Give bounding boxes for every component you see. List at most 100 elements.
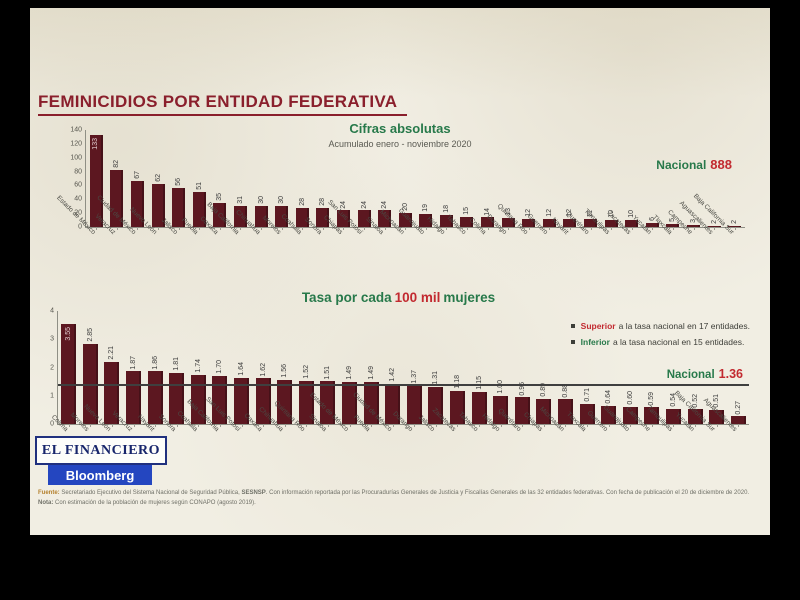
bar-column: 10 Zacatecas [606, 130, 642, 236]
bar: 133 [89, 134, 103, 227]
y-axis-tick: 0 [78, 223, 82, 231]
y-axis-tick: 3 [50, 335, 54, 343]
bar [471, 391, 487, 424]
bar-value-label: 82 [113, 160, 121, 169]
y-axis-tick: 20 [74, 209, 82, 217]
bar-value-label: 1.87 [130, 355, 138, 370]
bar [233, 205, 247, 227]
bar [110, 170, 124, 227]
national-rate-annotation: Nacional 1.36 [667, 365, 743, 383]
legend-highlight: Superior [580, 321, 616, 331]
y-axis-tick: 4 [50, 307, 54, 315]
national-total-annotation: Nacional 888 [656, 156, 732, 174]
bar-value-label: 1.81 [173, 357, 181, 371]
bar [342, 381, 358, 424]
bar-value-label: 35 [216, 192, 224, 201]
absolute-chart-title: Cifras absolutas [349, 121, 451, 136]
bar [385, 383, 401, 424]
bar-column: 0.51 Baja California Sur [673, 311, 728, 433]
bar-column: 2 Baja California Sur [691, 130, 745, 236]
bar-column: 6 Yucatán [631, 130, 663, 236]
bar-column: 10 Tamaulipas [583, 130, 622, 236]
bar [730, 416, 746, 424]
bar [212, 375, 228, 424]
source-note: Fuente: Secretariado Ejecutivo del Siste… [38, 489, 750, 508]
bar-value-label: 12 [545, 208, 553, 217]
bar-column: 1.37 Durango [392, 311, 426, 433]
bar-column: 1.18 Zacatecas [431, 311, 469, 433]
y-axis-tick: 80 [74, 168, 82, 176]
bloomberg-logo: Bloomberg [48, 465, 152, 485]
slide: FEMINICIDIOS POR ENTIDAD FEDERATIVA Cifr… [30, 8, 770, 535]
bar-column: 0.88 Michoacán [538, 311, 577, 433]
bar-column: 2.21 Nuevo León [82, 311, 123, 433]
bar [449, 390, 465, 424]
national-rate-line [58, 383, 749, 386]
bar-value-label: 28 [298, 197, 306, 206]
bar-column: 67 Ciudad de México [96, 130, 148, 236]
bar-value-label: 15 [463, 206, 471, 215]
bar-column: 24 Chiapas [322, 130, 354, 236]
bar-value-label: 24 [360, 200, 368, 209]
bar [255, 378, 271, 424]
bar-value-label: 1.86 [151, 355, 159, 370]
bar-value-label: 56 [175, 178, 183, 187]
bar-column: 28 Sonora [303, 130, 334, 236]
bar-value-label: 1.70 [216, 360, 224, 374]
rate-chart-title: Tasa por cada 100 mil mujeres [30, 290, 770, 305]
y-axis-tick: 0 [50, 420, 54, 428]
plot-area: 133 Estado de México 82 Veracruz 67 Ciudad de… [55, 127, 745, 236]
rate-chart-title-part: Tasa por cada [301, 290, 392, 305]
rate-bar-chart: 3.55 Colima 2.85 Morelos 2.21 Nuevo León 1.87 V… [50, 308, 749, 433]
y-axis-tick: 140 [70, 126, 82, 134]
absolute-chart-subtitle: Acumulado enero - noviembre 2020 [328, 139, 472, 149]
bar [622, 407, 638, 424]
bar-column: 0.59 Campeche [625, 311, 663, 433]
el-financiero-logo: EL FINANCIERO [35, 436, 167, 465]
national-total-label: Nacional [656, 158, 707, 172]
bar [687, 224, 701, 227]
bar-column: 1.00 Hidalgo [480, 311, 512, 433]
bar [151, 184, 165, 227]
bar-column: 3.55 Colima [50, 311, 80, 433]
national-rate-value: 1.36 [718, 366, 743, 381]
bar-column: 0.27 Aguascalientes [702, 311, 749, 433]
y-axis-tick: 40 [74, 195, 82, 203]
rate-chart-title-part: mujeres [443, 290, 496, 305]
bar-value-label: 62 [154, 174, 162, 183]
bar-column: 1.31 Jalisco [417, 311, 447, 433]
bar [295, 207, 309, 227]
bar-column: 51 Puebla [180, 130, 210, 236]
bar-column: 1.64 San Luis Potosí [204, 311, 253, 433]
bar-column: 15 Tabasco [445, 130, 478, 236]
bar-column: 133 Estado de México [55, 130, 107, 236]
bar-value-label: 28 [319, 197, 327, 206]
y-axis-tick: 100 [70, 154, 82, 162]
source-note-part: SESNSP [241, 490, 266, 496]
bar [254, 206, 268, 227]
bar [439, 214, 453, 227]
absolute-figures-bar-chart: 133 Estado de México 82 Veracruz 67 Ciudad de… [55, 127, 745, 236]
bar-column: 31 Baja California [206, 130, 251, 236]
bar-column: 18 Hidalgo [426, 130, 457, 236]
bar [428, 387, 444, 424]
bar-column: 5 Tlaxcala [651, 130, 684, 236]
bar-value-label: 1.51 [324, 365, 332, 380]
bar [460, 216, 474, 227]
plot-area: 3.55 Colima 2.85 Morelos 2.21 Nuevo León 1.87 V… [50, 308, 749, 433]
source-note-part: Nota: [38, 499, 55, 506]
bar [406, 385, 422, 424]
bar-column: 12 Nayarit [550, 130, 581, 236]
bar [104, 361, 120, 424]
bar [644, 407, 660, 424]
bar-column: 0.60 Guanajuato [602, 311, 641, 433]
legend-item-inferior: Inferior a la tasa nacional en 15 entida… [570, 337, 750, 347]
bars-container: 3.55 Colima 2.85 Morelos 2.21 Nuevo León 1.87 V… [50, 311, 749, 433]
bar-value-label: 0.27 [734, 400, 742, 415]
bar-value-label: 18 [442, 204, 450, 213]
bar-value-label: 1.52 [302, 365, 310, 380]
bar-column: 24 Sinaloa [364, 130, 395, 236]
bar [604, 220, 618, 227]
source-note-part: Fuente: [38, 490, 62, 496]
bar-value-label: 1.42 [389, 368, 397, 382]
